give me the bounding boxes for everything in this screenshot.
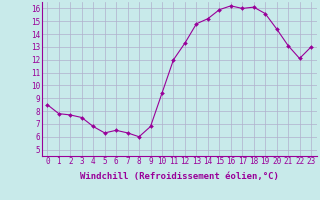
X-axis label: Windchill (Refroidissement éolien,°C): Windchill (Refroidissement éolien,°C) bbox=[80, 172, 279, 181]
